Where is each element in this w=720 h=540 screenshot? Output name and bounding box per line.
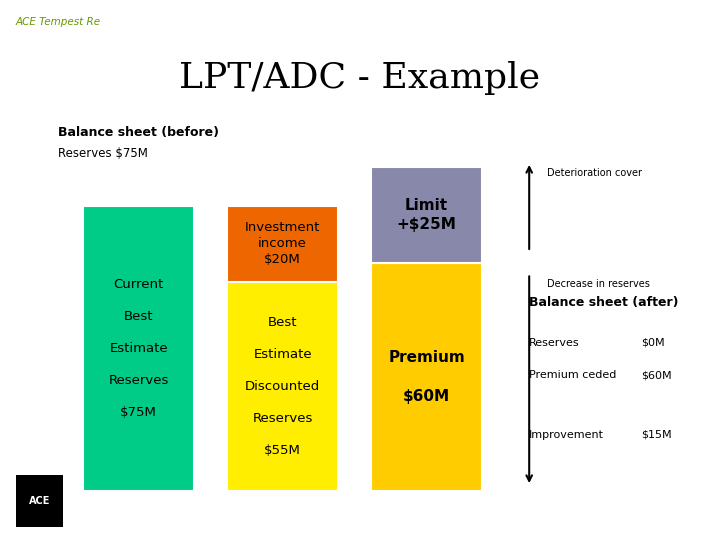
Text: Investment
income
$20M: Investment income $20M [245, 221, 320, 266]
Text: Premium

$60M: Premium $60M [388, 350, 465, 404]
Bar [371, 262, 482, 491]
Text: Limit
+$25M: Limit +$25M [397, 198, 456, 232]
Bar [371, 167, 482, 262]
Text: Best

Estimate

Discounted

Reserves

$55M: Best Estimate Discounted Reserves $55M [245, 316, 320, 457]
Text: LPT/ADC - Example: LPT/ADC - Example [179, 62, 541, 95]
Text: Deterioration cover: Deterioration cover [547, 168, 642, 178]
Text: Premium ceded: Premium ceded [529, 370, 616, 380]
Text: Balance sheet (before): Balance sheet (before) [58, 126, 219, 139]
Text: Balance sheet (after): Balance sheet (after) [529, 296, 679, 309]
Bar [227, 206, 338, 282]
Text: Current

Best

Estimate

Reserves

$75M: Current Best Estimate Reserves $75M [109, 278, 168, 419]
Text: $60M: $60M [641, 370, 672, 380]
Text: ACE Tempest Re: ACE Tempest Re [16, 17, 101, 28]
Text: Improvement: Improvement [529, 430, 604, 440]
Text: Reserves: Reserves [529, 338, 580, 348]
Text: $15M: $15M [641, 430, 672, 440]
Text: Reserves $75M: Reserves $75M [58, 147, 148, 160]
Bar [83, 206, 194, 491]
Text: $0M: $0M [641, 338, 665, 348]
Bar [227, 282, 338, 491]
Text: ACE: ACE [29, 496, 50, 506]
Bar [16, 475, 63, 526]
Text: Decrease in reserves: Decrease in reserves [547, 279, 650, 289]
